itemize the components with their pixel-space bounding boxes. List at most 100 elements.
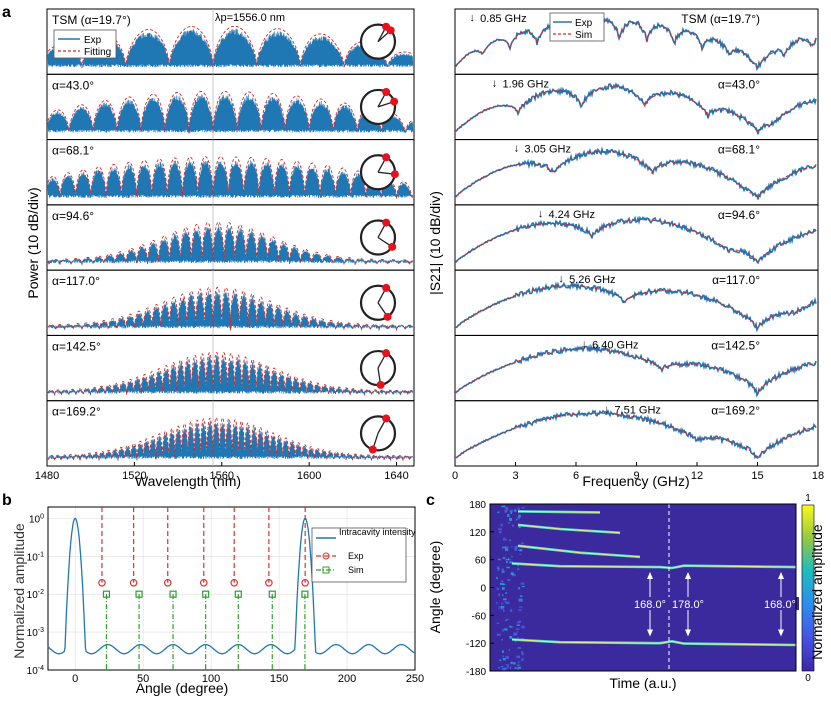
x-tick-label: 200 [338,673,356,685]
sim-s21 [455,151,817,198]
x-tick-label: 18 [812,470,824,482]
chaos-speck [513,662,516,665]
panel-label-c: c [426,492,435,509]
chaos-speck [508,648,510,652]
legend-label-exp: Exp [348,551,364,561]
chaos-speck [509,517,512,521]
sim-marker [102,590,111,598]
trace-short-2-core [517,524,621,534]
resonance-marker: 4.24 GHz [549,209,595,221]
exp-spectrum [47,421,414,461]
a-left-row: TSM (α=19.7°) [46,8,415,75]
fit-spectrum [47,286,413,332]
chaos-speck [506,566,510,569]
sim-marker [169,590,177,598]
arrow-icon: ↓ [558,273,564,285]
clock-dot [382,414,391,423]
chaos-speck [507,578,511,581]
chaos-speck [502,538,507,541]
arrow-icon: ↓ [538,208,544,220]
a-right-row: ↓ 0.85 GHz TSM (α=19.7°) [454,8,819,75]
annotation-168-left: 168.0° [634,599,666,611]
chaos-speck [517,507,520,510]
chaos-speck [514,667,517,669]
row-alpha-label: α=117.0° [712,273,760,287]
a-left-ylabel: Power (10 dB/div) [25,187,41,298]
row-alpha-label: α=43.0° [718,77,760,91]
clock-dot [386,26,395,35]
chaos-speck [505,592,507,594]
sim-marker [234,590,242,598]
chaos-speck [505,619,507,621]
chaos-speck [518,587,521,590]
chaos-speck [496,633,501,636]
chaos-speck [505,601,510,605]
chaos-speck [521,651,523,653]
annotation-bg [761,597,799,611]
chaos-speck [504,511,507,513]
legend-label-sim: Sim [575,30,592,41]
chaos-speck [521,625,525,629]
sim-s21 [455,219,817,263]
arrow-icon: ↓ [469,12,475,24]
chaos-speck [510,609,513,613]
chaos-speck [502,557,506,559]
a-left-row: α=43.0° [46,73,415,141]
resonance-marker: 1.96 GHz [503,78,549,90]
heatmap-content [496,505,796,671]
y-tick-exponent: 0 [40,513,44,520]
chaos-speck [509,561,513,564]
y-tick-label: 10-3 [27,627,44,639]
a-right-row-frame [454,204,819,271]
resonance-marker: 0.85 GHz [480,13,526,25]
clock-dot [388,242,397,251]
a-right-row: ↓ 6.40 GHz α=142.5° [454,334,819,402]
chaos-speck [514,509,517,512]
row-alpha-label: α=43.0° [52,78,94,92]
legend-label-sim: Sim [348,565,364,575]
chaos-speck [498,606,500,609]
sim-s21 [455,285,817,329]
chaos-speck [505,507,508,510]
exp-marker [163,578,172,587]
chaos-speck [498,530,502,534]
y-tick-label: -120 [466,639,486,650]
chaos-speck [502,657,506,661]
chaos-speck [502,594,504,597]
pump-label: λp=1556.0 nm [215,12,285,24]
chaos-speck [509,539,511,542]
chaos-speck [496,577,498,580]
y-tick-label: 60 [475,556,487,567]
chaos-speck [497,568,499,572]
chaos-speck [510,572,514,576]
x-tick-label: 1480 [35,470,59,482]
chaos-speck [516,655,520,659]
chaos-speck [503,537,505,540]
b-ylabel: Normalized amplitude [11,523,27,659]
annotation-bg [669,597,707,611]
a-right-row: ↓ 7.51 GHz α=169.2° [454,400,819,467]
chaos-speck [514,640,517,643]
exp-s21 [455,82,817,135]
y-tick-label: 180 [469,500,486,511]
chaos-speck [499,583,504,585]
chaos-speck [501,505,505,508]
y-tick-label: 10-2 [27,589,44,601]
arrow-icon: ↓ [581,338,587,350]
exp-s21 [455,17,817,71]
legend-marker-sim [322,566,330,574]
arrow-down-icon [685,629,691,637]
chaos-speck [498,528,502,531]
panel-c-heatmap: 168.0° 178.0° 168.0° 180 120 60 0 -60 -120 -180 [466,500,815,678]
chaos-speck [516,664,521,667]
legend-label-intracavity: Intracavity intensity [339,527,416,537]
a-right-row-frame [454,139,819,206]
chaos-speck [505,664,509,666]
fit-spectrum [47,351,413,397]
chaos-speck [501,587,505,590]
resonance-marker: 6.40 GHz [592,339,638,351]
exp-spectrum [47,355,414,396]
